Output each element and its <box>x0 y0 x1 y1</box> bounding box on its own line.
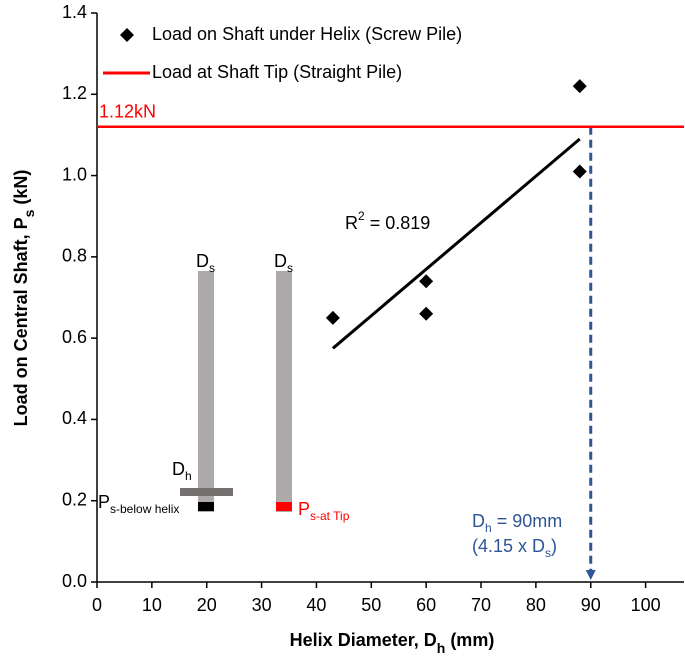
reference-label-part: (4.15 x D <box>472 536 545 556</box>
tip-load-label-part: s-at Tip <box>310 509 350 523</box>
x-tick-label: 30 <box>252 595 272 615</box>
helix-load-label-part: s-below helix <box>110 502 179 516</box>
x-tick-label: 100 <box>631 595 661 615</box>
y-tick-label: 0.6 <box>62 327 87 347</box>
reference-label-part: = 90mm <box>492 511 563 531</box>
x-tick-label: 40 <box>306 595 326 615</box>
x-tick-label: 60 <box>416 595 436 615</box>
shaft-label-part: D <box>196 251 209 271</box>
shaft-label: Ds <box>196 251 215 275</box>
data-point <box>572 164 587 179</box>
tip-load-label: Ps-at Tip <box>298 499 350 523</box>
x-axis-title-part: h <box>437 640 446 656</box>
shaft-label-part: D <box>274 251 287 271</box>
helix-label-part: h <box>185 469 192 483</box>
y-tick-label: 0.4 <box>62 408 87 428</box>
x-axis-title: Helix Diameter, Dh (mm) <box>290 630 495 656</box>
r-squared-label: R2 = 0.819 <box>345 209 430 233</box>
reference-label-part: s <box>545 546 551 560</box>
reference-label-part: D <box>472 511 485 531</box>
x-tick-label: 90 <box>581 595 601 615</box>
reference-label-part: h <box>485 521 492 535</box>
r-squared-label-part: R <box>345 213 358 233</box>
y-axis-title-part: s <box>21 209 37 217</box>
helix-load-label: Ps-below helix <box>98 492 179 516</box>
x-tick-label: 10 <box>142 595 162 615</box>
helix-label-part: D <box>172 459 185 479</box>
helix-load-block <box>198 502 214 511</box>
legend-label: Load on Shaft under Helix (Screw Pile) <box>152 24 462 44</box>
shaft-label-part: s <box>209 261 215 275</box>
y-axis-title: Load on Central Shaft, Ps (kN) <box>11 170 37 427</box>
y-axis-title-part: Load on Central Shaft, P <box>11 217 31 426</box>
tip-load-label-part: P <box>298 499 310 519</box>
y-tick-label: 1.2 <box>62 83 87 103</box>
x-axis-title-part: (mm) <box>445 630 494 650</box>
r-squared-label-part: 2 <box>358 209 365 223</box>
y-tick-label: 1.0 <box>62 164 87 184</box>
helix-load-label-part: P <box>98 492 110 512</box>
shaft-label: Ds <box>274 251 293 275</box>
r-squared-label-part: = 0.819 <box>365 213 431 233</box>
y-tick-label: 0.0 <box>62 571 87 591</box>
x-tick-label: 50 <box>361 595 381 615</box>
legend-label: Load at Shaft Tip (Straight Pile) <box>152 62 402 82</box>
x-tick-label: 0 <box>92 595 102 615</box>
shaft-label-part: s <box>287 261 293 275</box>
x-axis-title-part: Helix Diameter, D <box>290 630 437 650</box>
y-tick-label: 0.2 <box>62 489 87 509</box>
shaft <box>198 271 214 512</box>
y-tick-label: 0.8 <box>62 246 87 266</box>
legend-marker <box>120 28 134 42</box>
reference-label-part: ) <box>551 536 557 556</box>
data-point <box>572 79 587 94</box>
tip-load-block <box>276 502 292 511</box>
reference-label: (4.15 x Ds) <box>472 536 557 560</box>
y-axis-title-part: (kN) <box>11 170 31 210</box>
x-tick-label: 80 <box>526 595 546 615</box>
x-tick-label: 70 <box>471 595 491 615</box>
reference-label: Dh = 90mm <box>472 511 562 535</box>
y-tick-label: 1.4 <box>62 2 87 22</box>
trendline <box>331 137 581 350</box>
data-point <box>419 306 434 321</box>
helix-plate <box>180 488 233 496</box>
arrow-head <box>585 570 596 580</box>
data-point <box>419 274 434 289</box>
helix-label: Dh <box>172 459 192 483</box>
reference-value-label: 1.12kN <box>99 102 156 122</box>
x-tick-label: 20 <box>197 595 217 615</box>
shaft <box>276 271 292 512</box>
data-point <box>325 310 340 325</box>
